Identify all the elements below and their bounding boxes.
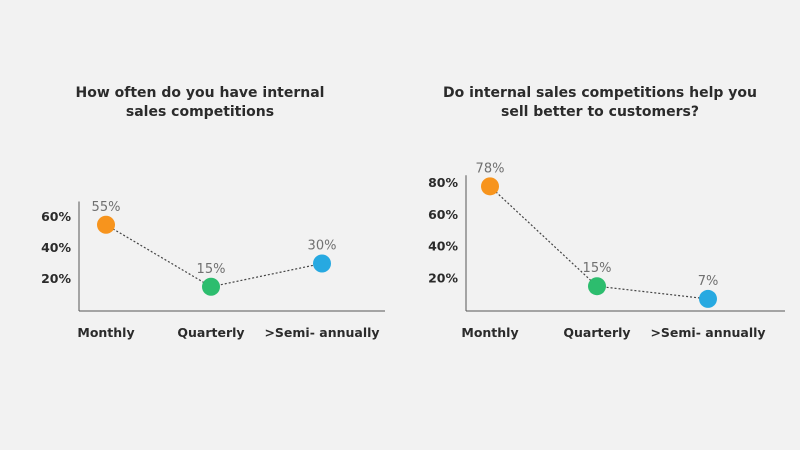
data-label: 30% [308, 239, 337, 254]
series-line [489, 185, 709, 300]
data-point [481, 177, 499, 196]
data-point [97, 215, 115, 234]
data-label: 15% [583, 261, 612, 276]
line-chart-plot: 20% 40% 60% Monthly Quarterly >Semi- annually… [41, 200, 385, 340]
chart-title-line-1: Do internal sales competitions help you [442, 85, 757, 101]
data-label: 55% [92, 200, 121, 215]
x-tick-label: >Semi- annually [264, 325, 379, 340]
chart-title: How often do you have internal sales com… [0, 84, 400, 122]
line-chart-plot: 20% 40% 60% 80% Monthly Quarterly >Semi- annua… [428, 161, 785, 340]
data-point [202, 277, 220, 296]
chart-right: Do internal sales competitions help you … [400, 0, 800, 450]
x-tick-label: Monthly [461, 325, 518, 340]
data-point [588, 277, 606, 296]
data-label: 15% [197, 262, 226, 277]
x-tick-label: Quarterly [563, 325, 630, 340]
chart-title: Do internal sales competitions help you … [400, 84, 800, 122]
y-tick-label: 80% [428, 175, 458, 190]
y-tick-label: 40% [41, 240, 71, 255]
x-tick-label: Monthly [77, 325, 134, 340]
chart-title-line-2: sales competitions [125, 104, 275, 120]
data-label: 78% [476, 161, 505, 176]
series-line [105, 224, 323, 288]
x-tick-label: Quarterly [177, 325, 244, 340]
chart-title-line-1: How often do you have internal [75, 85, 325, 101]
chart-left: How often do you have internal sales com… [0, 84, 400, 340]
y-tick-label: 20% [428, 270, 458, 285]
data-point [313, 254, 331, 273]
data-label: 7% [698, 274, 719, 289]
y-tick-label: 40% [428, 239, 458, 254]
y-tick-label: 60% [428, 207, 458, 222]
y-tick-label: 60% [41, 209, 71, 224]
x-tick-label: >Semi- annually [650, 325, 765, 340]
data-point [699, 289, 717, 308]
y-tick-label: 20% [41, 271, 71, 286]
chart-title-line-2: sell better to customers? [500, 104, 699, 120]
